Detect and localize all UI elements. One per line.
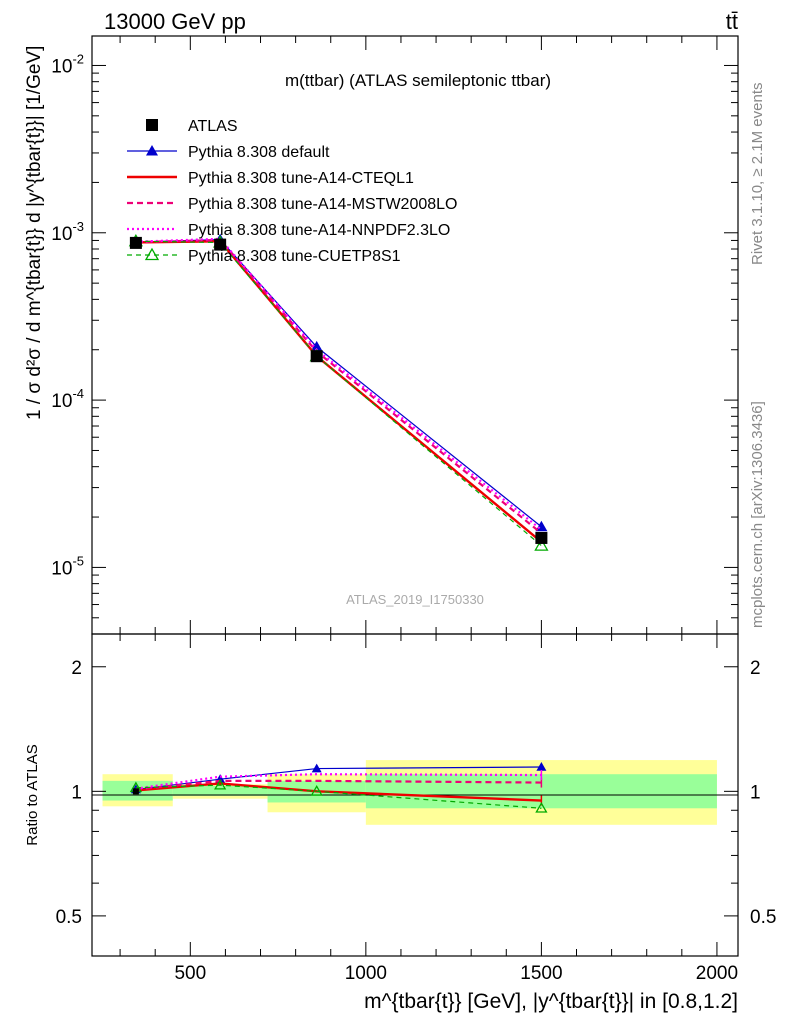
ratio-y-tick-label-right: 2 [750,658,761,679]
main-y-tick-label: 10-4 [51,386,84,412]
legend-item-cteql1: Pythia 8.308 tune-A14-CTEQL1 [127,170,414,187]
legend-label-default: Pythia 8.308 default [188,144,330,161]
legend-item-mstw: Pythia 8.308 tune-A14-MSTW2008LO [127,196,457,213]
mcplots-label: mcplots.cern.ch [arXiv:1306.3436] [749,401,766,628]
legend-label-atlas: ATLAS [188,118,238,135]
main-point-atlas [310,350,323,363]
x-tick-label: 2000 [696,963,738,984]
ratio-y-tick-label: 2 [71,658,82,679]
main-series-layer [128,233,549,551]
ratio-point-atlas [132,788,139,795]
main-point-default [310,340,323,352]
ratio-point-cuetp [214,778,227,790]
ratio-line-mstw [135,779,542,791]
process-label: tt̄ [726,9,738,34]
main-line-cteql1 [135,240,543,543]
ratio-frame [91,633,739,957]
main-line-cuetp [135,240,542,547]
ratio-point-cuetp [310,785,323,796]
ratio-uncertainty-bands [102,760,717,825]
main-point-atlas [535,531,548,544]
legend-label-nnpdf: Pythia 8.308 tune-A14-NNPDF2.3LO [188,222,450,239]
main-point-atlas [214,238,227,251]
rivet-version-label: Rivet 3.1.10, ≥ 2.1M events [749,83,766,266]
ratio-series-layer [129,761,548,813]
x-axis-label: m^{tbar{t}} [GeV], |y^{tbar{t}}| in [0.8… [364,990,738,1013]
ratio-band-inner [172,786,268,796]
main-point-cuetp [534,538,549,551]
ratio-y-tick-label-right: 1 [750,782,761,803]
x-tick-label: 500 [174,963,206,984]
legend-label-cteql1: Pythia 8.308 tune-A14-CTEQL1 [188,170,414,187]
x-tick-label: 1500 [520,963,562,984]
main-line-mstw [135,238,543,535]
legend-marker-cuetp [144,247,160,261]
legend-marker-default [146,145,158,156]
x-tick-label: 1000 [345,963,387,984]
main-panel: 10-5 10-4 10-3 10-2 m(ttbar) (ATLAS semilep… [24,35,739,635]
ratio-point-default [536,761,547,771]
ratio-point-default [311,763,322,773]
legend-item-atlas: ATLAS [146,118,238,135]
main-y-tick-label: 10-3 [51,219,84,245]
ratio-y-tick-label-right: 0.5 [750,907,776,928]
energy-label: 13000 GeV pp [104,9,246,34]
main-point-atlas [129,236,142,249]
ratio-x-ticks: 500 1000 1500 2000 [119,634,738,984]
legend-label-cuetp: Pythia 8.308 tune-CUETP8S1 [188,248,401,265]
legend-item-cuetp: Pythia 8.308 tune-CUETP8S1 [127,247,401,265]
ratio-line-cteql1 [135,782,542,802]
legend: ATLAS Pythia 8.308 default Pythia 8.308 tu… [127,118,457,265]
legend-marker-atlas [146,119,158,131]
plot-title: m(ttbar) (ATLAS semileptonic ttbar) [285,71,551,90]
ratio-point-cuetp [535,801,548,813]
main-y-tick-label: 10-2 [51,51,84,77]
main-line-nnpdf [135,237,543,531]
ratio-y-tick-label: 0.5 [56,907,82,928]
ratio-y-tick-label: 1 [71,782,82,803]
main-x-ticks [119,36,718,634]
main-y-tick-label: 10-5 [51,553,84,579]
main-y-axis-label: 1 / σ d²σ / d m^{tbar{t}} d |y^{tbar{t}}… [24,46,45,420]
ratio-y-ticks: 0.5 0.5 1 1 2 2 [56,658,777,928]
analysis-watermark: ATLAS_2019_I1750330 [346,592,484,607]
ratio-y-axis-label: Ratio to ATLAS [24,744,41,845]
legend-label-mstw: Pythia 8.308 tune-A14-MSTW2008LO [188,196,457,213]
main-y-ticks: 10-5 10-4 10-3 10-2 [51,51,738,635]
legend-item-default: Pythia 8.308 default [127,144,330,161]
legend-item-nnpdf: Pythia 8.308 tune-A14-NNPDF2.3LO [127,222,450,239]
ratio-panel: 0.5 0.5 1 1 2 2 500 1000 1500 2000 Ratio to ATLA… [24,633,777,984]
